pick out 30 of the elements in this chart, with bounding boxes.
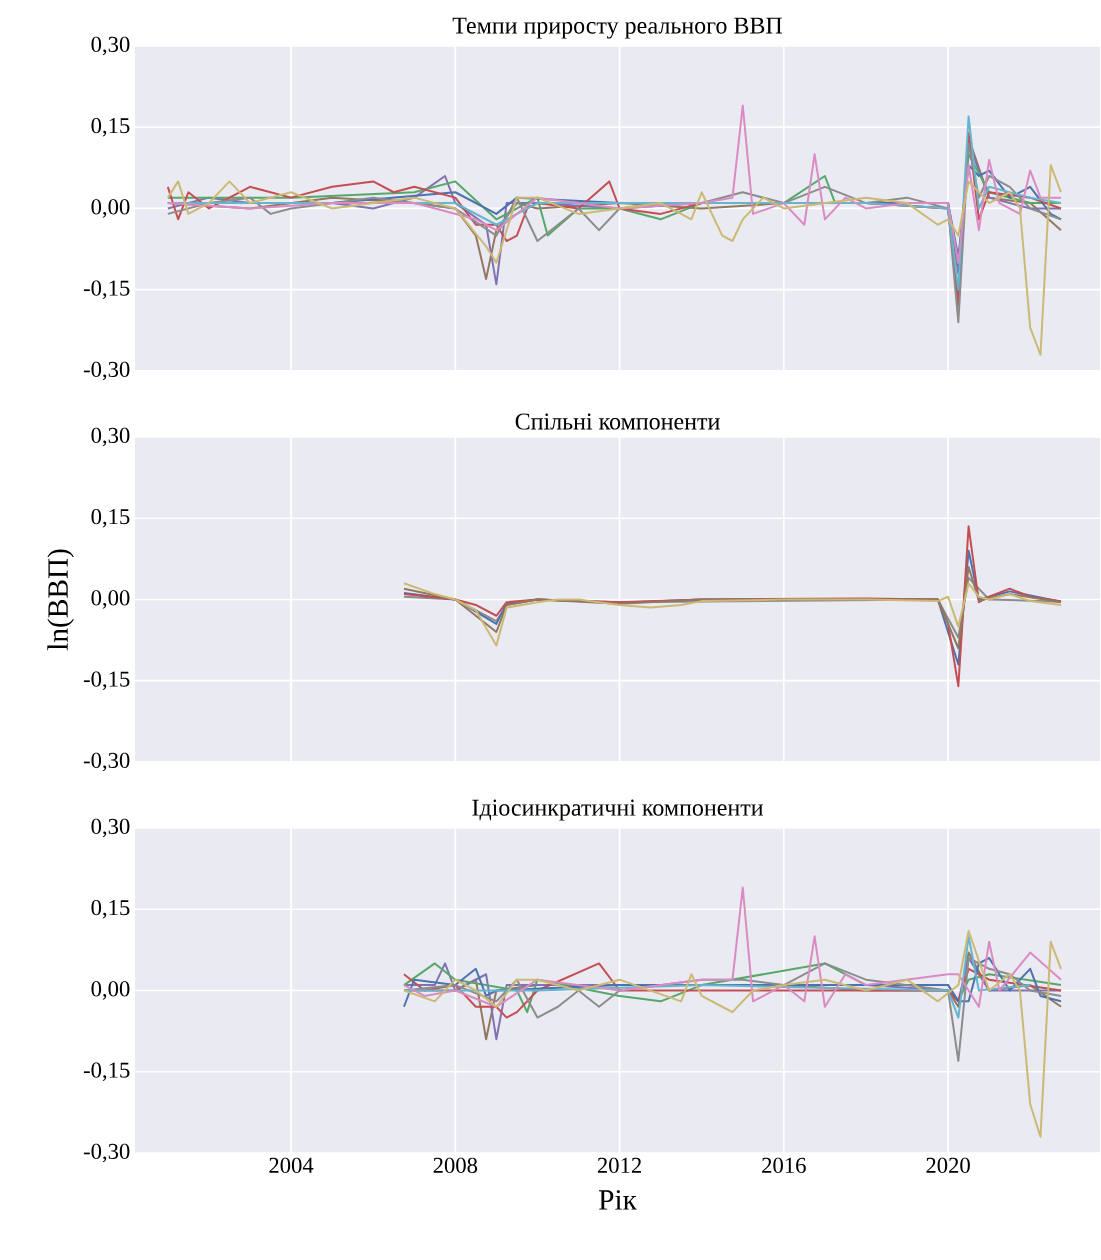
chart-title: Темпи приросту реального ВВП [452,17,783,39]
y-tick-label: -0,30 [83,361,130,381]
x-tick-label: 2016 [762,1157,806,1174]
line-series [402,886,1062,1008]
y-tick-label: -0,15 [83,280,130,300]
y-axis-title: ln(ВВП) [47,549,74,651]
line-series [402,582,1062,647]
line-series [402,935,1032,1019]
y-tick-label: -0,30 [83,752,130,772]
line-series [402,929,1062,1138]
x-axis-title: Рік [598,1190,637,1210]
x-tick-label: 2004 [269,1157,314,1174]
y-tick-label: 0,15 [91,508,130,528]
y-tick-label: 0,30 [91,36,130,56]
y-tick-label: 0,00 [91,981,130,1000]
line-series [166,104,1062,264]
y-tick-label: 0,15 [91,899,130,919]
y-tick-label: 0,15 [91,117,130,137]
chart-title: Ідіосинкратичні компоненти [472,799,764,821]
x-tick-label: 2012 [597,1157,641,1174]
y-tick-label: 0,30 [91,818,130,838]
y-tick-label: 0,00 [91,590,130,609]
x-tick-label: 2020 [926,1157,970,1174]
chart-title: Спільні компоненти [515,413,720,430]
x-tick-label: 2008 [433,1157,478,1174]
y-tick-label: -0,15 [83,1062,130,1082]
y-tick-label: -0,30 [83,1143,130,1163]
y-tick-label: 0,00 [91,199,130,218]
y-tick-label: 0,30 [91,427,130,447]
y-tick-label: -0,15 [83,671,130,691]
